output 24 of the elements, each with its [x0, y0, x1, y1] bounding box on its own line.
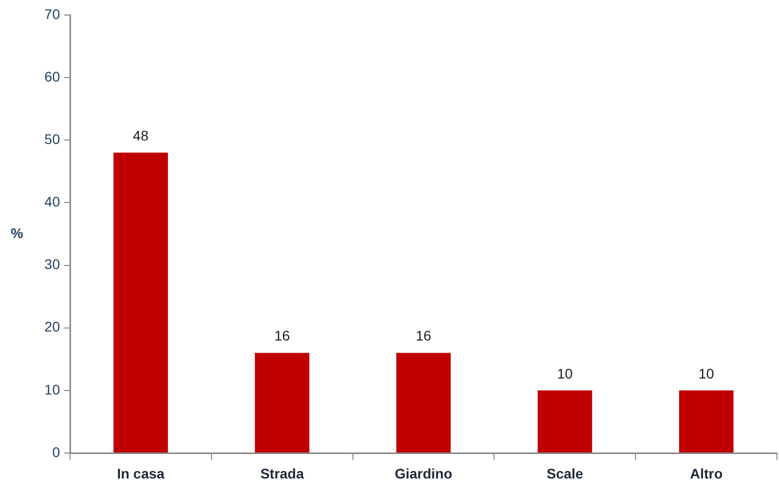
y-tick-label: 50 [44, 131, 60, 147]
bar [396, 352, 451, 452]
x-tick-label: In casa [116, 465, 165, 482]
bar [254, 352, 310, 452]
y-tick-label: 20 [44, 318, 60, 335]
data-label: 16 [274, 328, 290, 344]
y-tick-label: 70 [44, 6, 60, 22]
x-tick-label: Strada [260, 465, 304, 482]
x-tick-label: Scale [546, 465, 584, 482]
data-label: 10 [557, 365, 573, 382]
data-label: 10 [698, 365, 714, 382]
y-tick-label: 60 [44, 68, 60, 84]
y-tick-label: 0 [52, 444, 60, 460]
y-axis-title: % [10, 224, 24, 241]
bar [679, 390, 734, 452]
bar [113, 152, 168, 452]
x-tick-label: Altro [690, 465, 723, 482]
y-tick-label: 30 [44, 256, 60, 272]
bar [538, 390, 592, 452]
y-tick-label: 40 [44, 194, 60, 210]
x-tick-label: Giardino [394, 465, 452, 482]
y-tick-label: 10 [44, 381, 60, 398]
data-label: 16 [416, 328, 432, 344]
data-label: 48 [132, 128, 149, 144]
